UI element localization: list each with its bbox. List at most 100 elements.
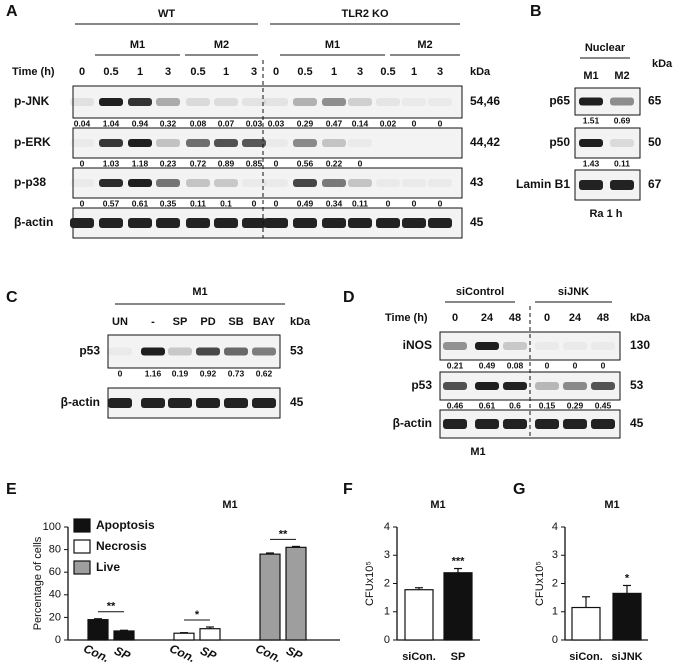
lane-label: 0.5 <box>103 66 118 78</box>
quant-label: 0 <box>274 158 279 168</box>
lane-label: 3 <box>357 66 363 78</box>
protein-label: p53 <box>79 344 100 358</box>
legend-label: Necrosis <box>96 539 147 553</box>
band <box>563 382 587 390</box>
x-tick-label: Con. <box>81 641 111 665</box>
y-tick-label: 4 <box>384 521 390 533</box>
y-tick-label: 0 <box>384 634 390 646</box>
lane-label: 0.5 <box>297 66 312 78</box>
loading-band <box>579 180 603 190</box>
quant-label: 0 <box>412 118 417 128</box>
band <box>70 98 94 106</box>
unit-label: kDa <box>630 312 651 324</box>
subgroup-label: M1 <box>325 39 340 51</box>
legend-label: Live <box>96 560 120 574</box>
band <box>128 139 152 147</box>
band <box>128 179 152 187</box>
y-tick-label: 1 <box>552 606 558 618</box>
sig-label: *** <box>452 555 466 567</box>
loading-band <box>242 218 266 228</box>
loading-band <box>475 419 499 429</box>
band <box>156 179 180 187</box>
band <box>214 98 238 106</box>
band <box>293 139 317 147</box>
band <box>242 139 266 147</box>
kda-label: 67 <box>648 177 662 191</box>
y-tick-label: 4 <box>552 521 558 533</box>
chart-title: M1 <box>222 499 237 511</box>
band <box>376 98 400 106</box>
loading-band <box>293 218 317 228</box>
bar <box>404 589 434 641</box>
protein-label: p-p38 <box>14 175 46 189</box>
sig-label: ** <box>107 601 116 613</box>
band <box>443 382 467 390</box>
x-tick-label: siCon. <box>569 651 603 663</box>
band <box>610 139 634 147</box>
lane-label: 3 <box>251 66 257 78</box>
quant-label: 1.04 <box>103 118 120 128</box>
quant-label: 0.56 <box>297 158 314 168</box>
band <box>99 98 123 106</box>
group-label: siControl <box>456 286 504 298</box>
loading-band <box>108 398 132 408</box>
band <box>402 98 426 106</box>
band <box>591 342 615 350</box>
panel-label: B <box>530 3 542 20</box>
loading-band <box>376 218 400 228</box>
band <box>196 347 220 356</box>
quant-label: 0 <box>573 360 578 370</box>
loading-band <box>322 218 346 228</box>
quant-label: 0.23 <box>160 158 177 168</box>
protein-label: β-actin <box>393 416 432 430</box>
x-tick-label: Con. <box>167 641 197 665</box>
protein-label: p65 <box>549 94 570 108</box>
loading-band <box>563 419 587 429</box>
quant-label: 0 <box>80 158 85 168</box>
quant-label: 1.43 <box>583 158 600 168</box>
quant-label: 0.29 <box>567 400 584 410</box>
protein-label: Lamin B1 <box>516 177 570 191</box>
sig-label: * <box>625 572 630 584</box>
bar <box>173 632 195 641</box>
loading-band <box>156 218 180 228</box>
x-tick-label: SP <box>198 644 219 664</box>
y-tick-label: 0 <box>55 634 61 646</box>
loading-band <box>196 398 220 408</box>
chart-title: M1 <box>430 499 445 511</box>
y-axis-label: CFUx10⁵ <box>364 561 376 606</box>
x-tick-label: Con. <box>253 641 283 665</box>
band <box>264 179 288 187</box>
quant-label: 0.08 <box>190 118 207 128</box>
group-label: Nuclear <box>585 42 626 54</box>
loading-band <box>443 419 467 429</box>
group-label: WT <box>158 8 175 20</box>
quant-label: 1.03 <box>103 158 120 168</box>
quant-label: 0 <box>438 198 443 208</box>
band <box>99 179 123 187</box>
x-tick-label: SP <box>112 644 133 664</box>
kda-label: 53 <box>630 378 644 392</box>
y-tick-label: 60 <box>49 566 61 578</box>
subgroup-label: M2 <box>214 39 229 51</box>
band <box>579 97 603 106</box>
quant-label: 0.02 <box>380 118 397 128</box>
protein-label: iNOS <box>403 338 432 352</box>
lane-label: 0 <box>79 66 85 78</box>
quant-label: 0.11 <box>614 158 630 168</box>
quant-label: 0.21 <box>447 360 464 370</box>
lane-label: 48 <box>597 312 609 324</box>
lane-label: 1 <box>223 66 229 78</box>
bar <box>199 628 221 641</box>
band <box>70 139 94 147</box>
quant-label: 1.51 <box>583 115 600 125</box>
quant-label: 0.49 <box>479 360 496 370</box>
y-tick-label: 2 <box>384 577 390 589</box>
band <box>428 179 452 187</box>
quant-label: 0.34 <box>326 198 343 208</box>
bar <box>285 546 307 641</box>
quant-label: 0 <box>601 360 606 370</box>
band <box>186 179 210 187</box>
band <box>610 97 634 106</box>
